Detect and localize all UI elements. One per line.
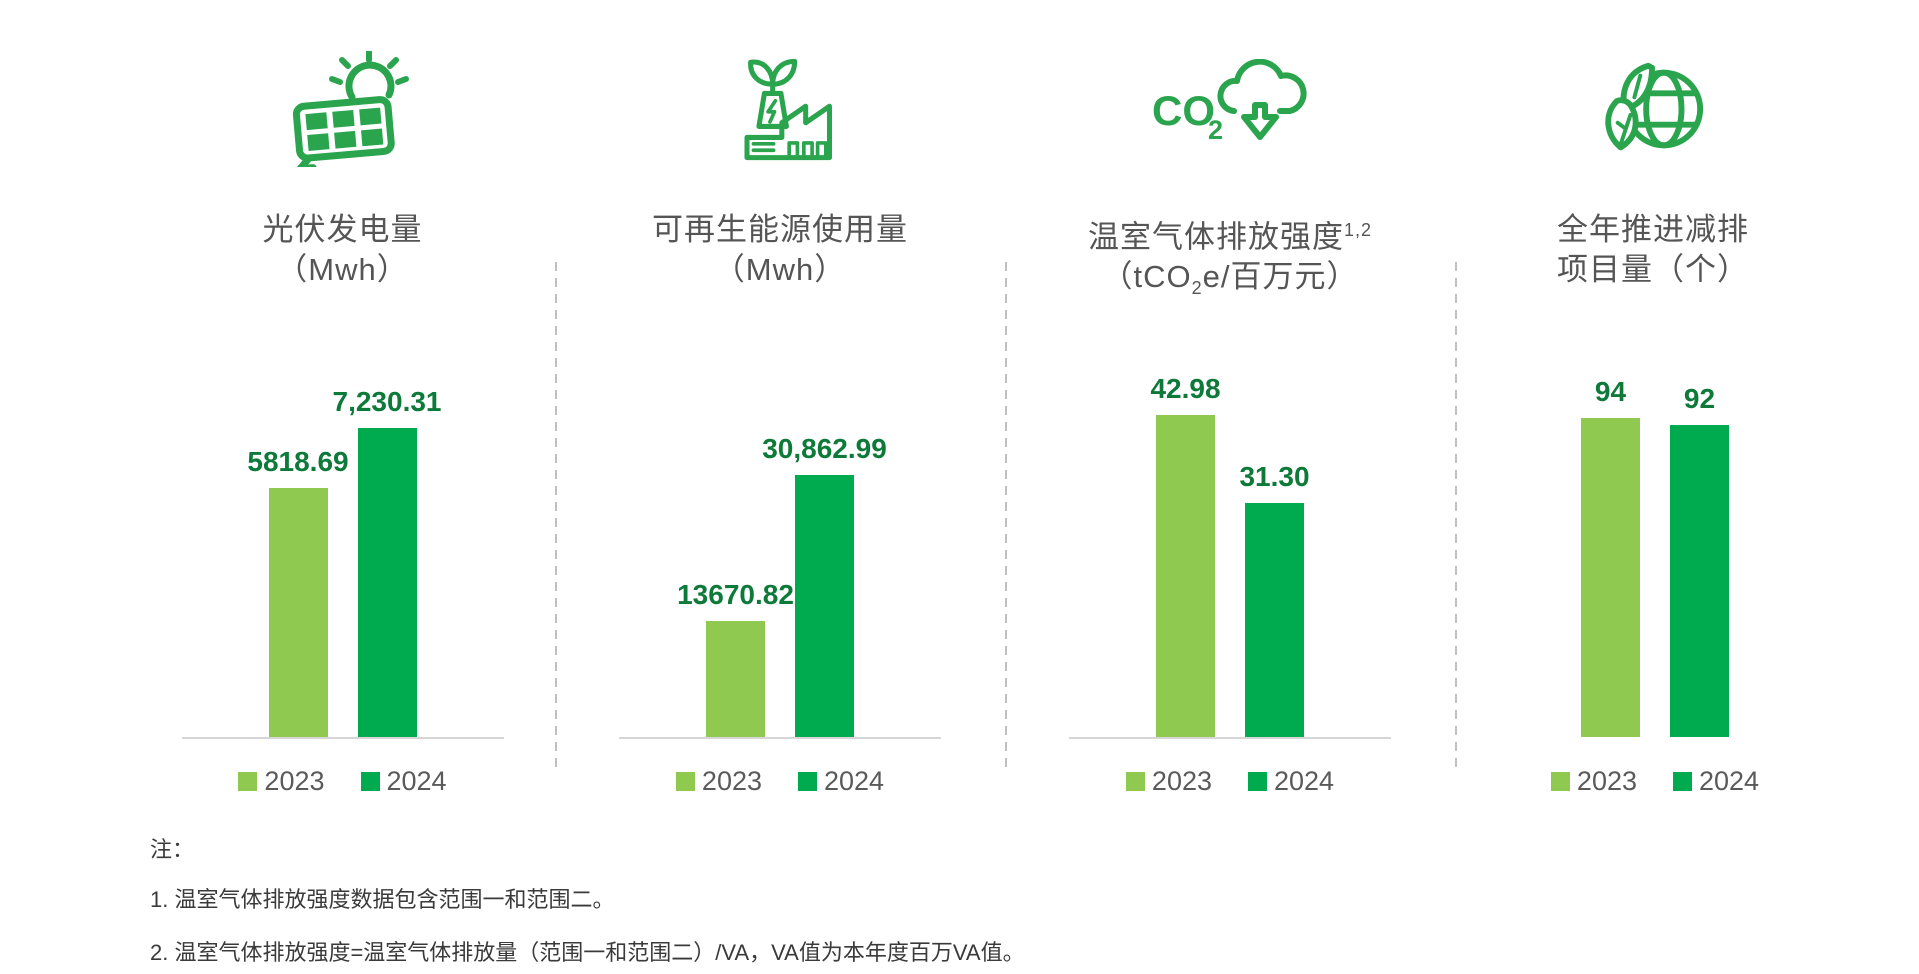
panel-divider xyxy=(1005,262,1007,767)
x-axis-line xyxy=(619,737,941,739)
legend-swatch-2024 xyxy=(1673,772,1692,791)
chart-legend: 2023 2024 xyxy=(130,766,555,797)
title-line1: 温室气体排放强度 xyxy=(1087,219,1344,255)
bar-value-label: 42.98 xyxy=(1150,373,1221,404)
legend-label-2023: 2023 xyxy=(1576,766,1637,796)
green-factory-icon xyxy=(555,50,1005,168)
bar-2024: 7,230.31 xyxy=(333,386,442,737)
title-line2-post: e/百万元） xyxy=(1202,259,1359,295)
chart-legend: 2023 2024 xyxy=(555,766,1005,797)
bar-chart: 13670.82 30,862.99 xyxy=(555,300,1005,739)
legend-swatch-2023 xyxy=(675,772,695,791)
panel-ghg-intensity: CO 2 温室气体排放强度1,2 （tCO2e/百万元） 42.98 31.30 xyxy=(1005,0,1455,800)
globe-leaf-icon xyxy=(1455,50,1855,168)
footnote-1: 1. 温室气体排放强度数据包含范围一和范围二。 xyxy=(150,887,615,912)
chart-legend: 2023 2024 xyxy=(1005,766,1455,797)
x-axis-line xyxy=(1069,737,1391,739)
panel-reduction-projects: 全年推进减排 项目量（个） 94 92 2023 2024 xyxy=(1455,0,1855,800)
bar-2023: 94 xyxy=(1581,376,1640,737)
bar-2023: 42.98 xyxy=(1150,373,1221,737)
legend-label-2024: 2024 xyxy=(1274,766,1335,796)
panel-title: 光伏发电量 （Mwh） xyxy=(130,210,555,290)
title-line2: 项目量（个） xyxy=(1557,252,1749,287)
x-axis-line xyxy=(181,737,504,739)
title-line2-sub: 2 xyxy=(1191,278,1203,299)
bar-2024: 92 xyxy=(1670,383,1729,737)
panel-title: 温室气体排放强度1,2 （tCO2e/百万元） xyxy=(1005,210,1455,309)
legend-label-2023: 2023 xyxy=(1151,766,1212,796)
title-line2-pre: （tCO xyxy=(1101,259,1192,295)
legend-swatch-2023 xyxy=(238,772,258,791)
panel-renewable-energy: 可再生能源使用量 （Mwh） 13670.82 30,862.99 2023 2… xyxy=(555,0,1005,800)
footnote-2: 2. 温室气体排放强度=温室气体排放量（范围一和范围二）/VA，VA值为本年度百… xyxy=(150,940,1025,965)
legend-item-2024: 2024 xyxy=(1248,766,1334,797)
title-line2: （Mwh） xyxy=(276,252,409,287)
footnotes: 注： 1. 温室气体排放强度数据包含范围一和范围二。 2. 温室气体排放强度=温… xyxy=(150,832,1025,974)
svg-text:2: 2 xyxy=(1208,115,1223,145)
bar-chart: 5818.69 7,230.31 xyxy=(130,300,555,739)
legend-item-2023: 2023 xyxy=(1550,766,1637,797)
bar-value-label: 31.30 xyxy=(1239,461,1310,492)
bar-2024: 30,862.99 xyxy=(762,433,887,737)
title-line2: （Mwh） xyxy=(713,252,847,287)
bar-value-label: 94 xyxy=(1594,376,1627,407)
title-line1: 光伏发电量 xyxy=(262,212,423,247)
legend-item-2023: 2023 xyxy=(1125,766,1212,797)
legend-item-2023: 2023 xyxy=(675,766,762,797)
panel-title: 可再生能源使用量 （Mwh） xyxy=(555,210,1005,290)
title-line1: 可再生能源使用量 xyxy=(652,212,908,247)
legend-swatch-2024 xyxy=(798,772,817,791)
legend-item-2024: 2024 xyxy=(360,766,447,797)
legend-item-2024: 2024 xyxy=(798,766,884,797)
legend-swatch-2023 xyxy=(1125,772,1145,791)
legend-label-2023: 2023 xyxy=(264,766,325,796)
bar-2023: 5818.69 xyxy=(247,446,349,737)
legend-label-2023: 2023 xyxy=(701,766,762,796)
panel-title: 全年推进减排 项目量（个） xyxy=(1455,210,1855,290)
title-footnote-marker: 1,2 xyxy=(1343,220,1373,240)
solar-panel-icon xyxy=(130,50,555,168)
co2-reduction-icon: CO 2 xyxy=(1005,50,1455,168)
legend-label-2024: 2024 xyxy=(824,766,885,796)
svg-text:CO: CO xyxy=(1152,87,1215,134)
chart-legend: 2023 2024 xyxy=(1455,766,1855,797)
bar-2024: 31.30 xyxy=(1239,461,1310,737)
bar-chart: 42.98 31.30 xyxy=(1005,300,1455,739)
legend-swatch-2024 xyxy=(1248,772,1267,791)
legend-label-2024: 2024 xyxy=(386,766,447,796)
bar-chart: 94 92 xyxy=(1455,300,1855,737)
bar-value-label: 13670.82 xyxy=(677,579,794,610)
bar-value-label: 30,862.99 xyxy=(762,433,887,464)
legend-item-2024: 2024 xyxy=(1673,766,1759,797)
panel-divider xyxy=(555,262,557,767)
panel-divider xyxy=(1455,262,1457,767)
bar-2023: 13670.82 xyxy=(677,579,794,737)
panel-pv-generation: 光伏发电量 （Mwh） 5818.69 7,230.31 2023 2024 xyxy=(130,0,555,800)
legend-swatch-2024 xyxy=(360,772,380,791)
footnote-heading: 注： xyxy=(150,837,195,862)
legend-swatch-2023 xyxy=(1550,772,1570,791)
bar-value-label: 7,230.31 xyxy=(332,386,442,417)
bar-value-label: 92 xyxy=(1683,383,1716,414)
legend-label-2024: 2024 xyxy=(1699,766,1760,796)
legend-item-2023: 2023 xyxy=(238,766,325,797)
bar-value-label: 5818.69 xyxy=(247,446,349,477)
title-line1: 全年推进减排 xyxy=(1557,212,1749,247)
